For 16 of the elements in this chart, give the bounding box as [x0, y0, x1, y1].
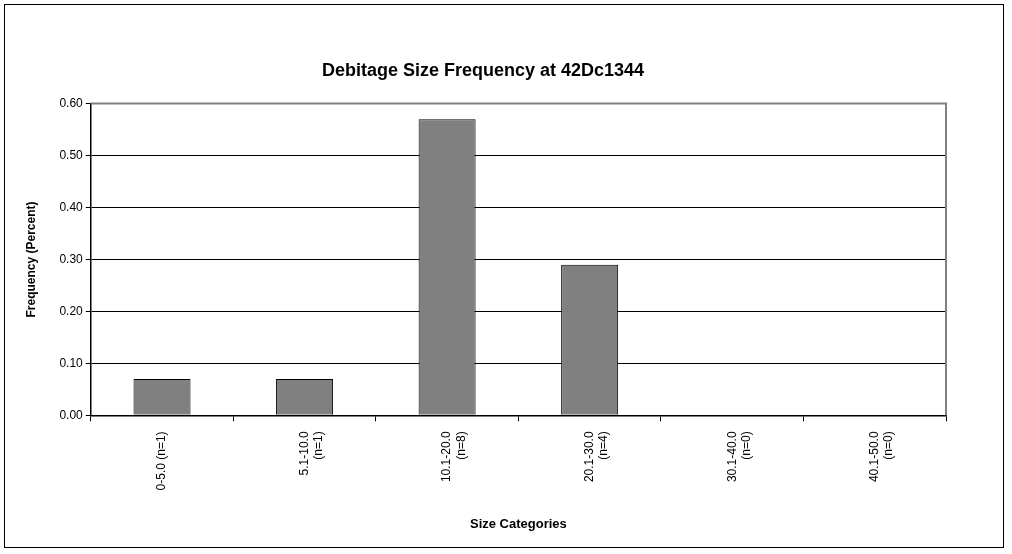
chart-title: Debitage Size Frequency at 42Dc1344	[321, 59, 645, 80]
y-axis-title: Frequency (Percent)	[23, 201, 38, 318]
y-tick-label: 0.50	[59, 147, 84, 162]
x-tick-label: 30.1-40.0 (n=0)	[724, 431, 753, 483]
x-tick-label: 0-5.0 (n=1)	[154, 431, 169, 491]
x-tick-label: 20.1-30.0 (n=4)	[581, 431, 611, 483]
y-tick-label: 0.10	[59, 355, 84, 370]
x-tick-label: 10.1-20.0 (n=8)	[439, 431, 468, 483]
x-tick-label: 5.1-10.0 (n=1)	[296, 431, 326, 476]
y-tick-label: 0.20	[59, 303, 84, 318]
y-tick-label: 0.00	[59, 407, 84, 422]
x-tick-label: 40.1-50.0 (n=0)	[867, 431, 896, 483]
y-tick-label: 0.30	[59, 251, 84, 266]
y-tick-label: 0.40	[59, 199, 84, 214]
y-tick-label: 0.60	[59, 95, 84, 110]
x-axis-title: Size Categories	[469, 515, 567, 531]
